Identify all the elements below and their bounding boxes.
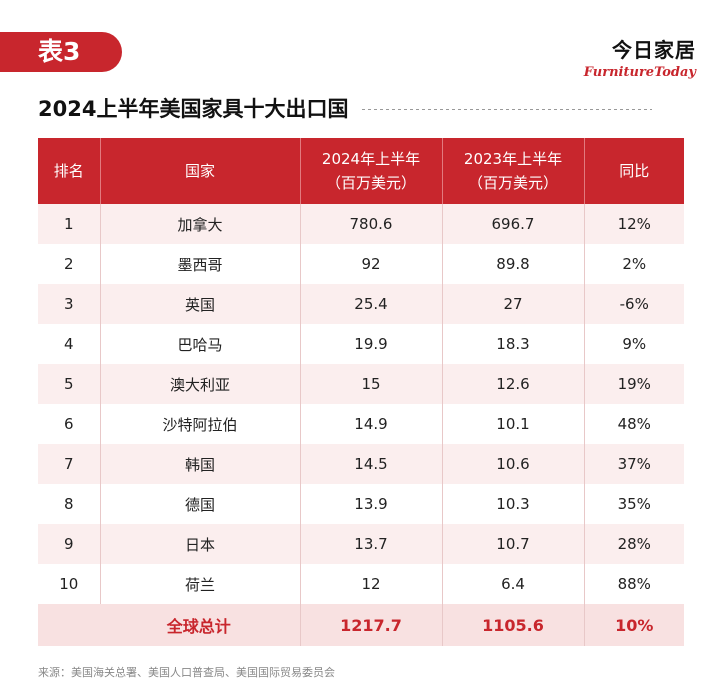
- country-cell: 墨西哥: [100, 244, 301, 284]
- yoy-cell: 48%: [584, 404, 684, 444]
- h1-2024-cell: 780.6: [300, 204, 443, 244]
- h1-2024-cell: 25.4: [300, 284, 443, 324]
- yoy-cell: -6%: [584, 284, 684, 324]
- table-row: 6 沙特阿拉伯 14.9 10.1 48%: [38, 404, 684, 444]
- country-cell: 英国: [100, 284, 301, 324]
- country-cell: 荷兰: [100, 564, 301, 604]
- total-row: 全球总计 1217.7 1105.6 10%: [38, 604, 684, 646]
- table-number-label: 表3: [38, 37, 81, 66]
- rank-cell: 4: [38, 324, 101, 364]
- header-rank: 排名: [38, 138, 101, 204]
- rank-cell: 6: [38, 404, 101, 444]
- export-table: 排名 国家 2024年上半年 （百万美元） 2023年上半年 （百万美元） 同比 1 加拿…: [38, 138, 684, 646]
- h1-2023-cell: 27: [442, 284, 585, 324]
- country-cell: 日本: [100, 524, 301, 564]
- rank-cell: 10: [38, 564, 101, 604]
- rank-cell: 9: [38, 524, 101, 564]
- country-cell: 韩国: [100, 444, 301, 484]
- table-row: 3 英国 25.4 27 -6%: [38, 284, 684, 324]
- h1-2024-cell: 15: [300, 364, 443, 404]
- rank-cell: 2: [38, 244, 101, 284]
- rank-cell: 5: [38, 364, 101, 404]
- h1-2023-cell: 10.6: [442, 444, 585, 484]
- h1-2023-cell: 10.1: [442, 404, 585, 444]
- header-yoy: 同比: [584, 138, 684, 204]
- title-row: 2024上半年美国家具十大出口国: [38, 93, 653, 123]
- table-header-row: 排名 国家 2024年上半年 （百万美元） 2023年上半年 （百万美元） 同比: [38, 138, 684, 204]
- h1-2024-cell: 13.7: [300, 524, 443, 564]
- table-row: 7 韩国 14.5 10.6 37%: [38, 444, 684, 484]
- country-cell: 澳大利亚: [100, 364, 301, 404]
- brand-logo: 今日家居 FurnitureToday: [584, 34, 696, 80]
- h1-2023-cell: 6.4: [442, 564, 585, 604]
- country-cell: 加拿大: [100, 204, 301, 244]
- page-title: 2024上半年美国家具十大出口国: [38, 97, 349, 121]
- yoy-cell: 2%: [584, 244, 684, 284]
- title-divider: [362, 108, 653, 110]
- rank-cell: 7: [38, 444, 101, 484]
- rank-cell: 8: [38, 484, 101, 524]
- h1-2024-cell: 19.9: [300, 324, 443, 364]
- table-row: 2 墨西哥 92 89.8 2%: [38, 244, 684, 284]
- h1-2024-cell: 14.5: [300, 444, 443, 484]
- yoy-cell: 35%: [584, 484, 684, 524]
- rank-cell: 1: [38, 204, 101, 244]
- table-number-tag: 表3: [0, 32, 122, 72]
- yoy-cell: 37%: [584, 444, 684, 484]
- source-note: 来源：美国海关总署、美国人口普查局、美国国际贸易委员会: [38, 666, 335, 679]
- header-2023: 2023年上半年 （百万美元）: [442, 138, 585, 204]
- yoy-cell: 88%: [584, 564, 684, 604]
- h1-2023-cell: 89.8: [442, 244, 585, 284]
- country-cell: 德国: [100, 484, 301, 524]
- header-country: 国家: [100, 138, 301, 204]
- h1-2023-cell: 10.7: [442, 524, 585, 564]
- table-row: 8 德国 13.9 10.3 35%: [38, 484, 684, 524]
- country-cell: 巴哈马: [100, 324, 301, 364]
- h1-2024-cell: 12: [300, 564, 443, 604]
- header-2024: 2024年上半年 （百万美元）: [300, 138, 443, 204]
- brand-name-en: FurnitureToday: [583, 65, 696, 80]
- yoy-cell: 12%: [584, 204, 684, 244]
- yoy-cell: 19%: [584, 364, 684, 404]
- yoy-cell: 28%: [584, 524, 684, 564]
- h1-2023-cell: 12.6: [442, 364, 585, 404]
- total-label: 全球总计: [38, 604, 301, 646]
- h1-2024-cell: 92: [300, 244, 443, 284]
- h1-2023-cell: 696.7: [442, 204, 585, 244]
- table-row: 5 澳大利亚 15 12.6 19%: [38, 364, 684, 404]
- rank-cell: 3: [38, 284, 101, 324]
- total-2023-cell: 1105.6: [442, 604, 585, 646]
- table-row: 1 加拿大 780.6 696.7 12%: [38, 204, 684, 244]
- table-row: 10 荷兰 12 6.4 88%: [38, 564, 684, 604]
- total-2024-cell: 1217.7: [300, 604, 443, 646]
- h1-2023-cell: 10.3: [442, 484, 585, 524]
- table-row: 4 巴哈马 19.9 18.3 9%: [38, 324, 684, 364]
- brand-name-cn: 今日家居: [612, 38, 696, 62]
- total-yoy-cell: 10%: [584, 604, 684, 646]
- h1-2024-cell: 14.9: [300, 404, 443, 444]
- table-row: 9 日本 13.7 10.7 28%: [38, 524, 684, 564]
- h1-2024-cell: 13.9: [300, 484, 443, 524]
- h1-2023-cell: 18.3: [442, 324, 585, 364]
- yoy-cell: 9%: [584, 324, 684, 364]
- country-cell: 沙特阿拉伯: [100, 404, 301, 444]
